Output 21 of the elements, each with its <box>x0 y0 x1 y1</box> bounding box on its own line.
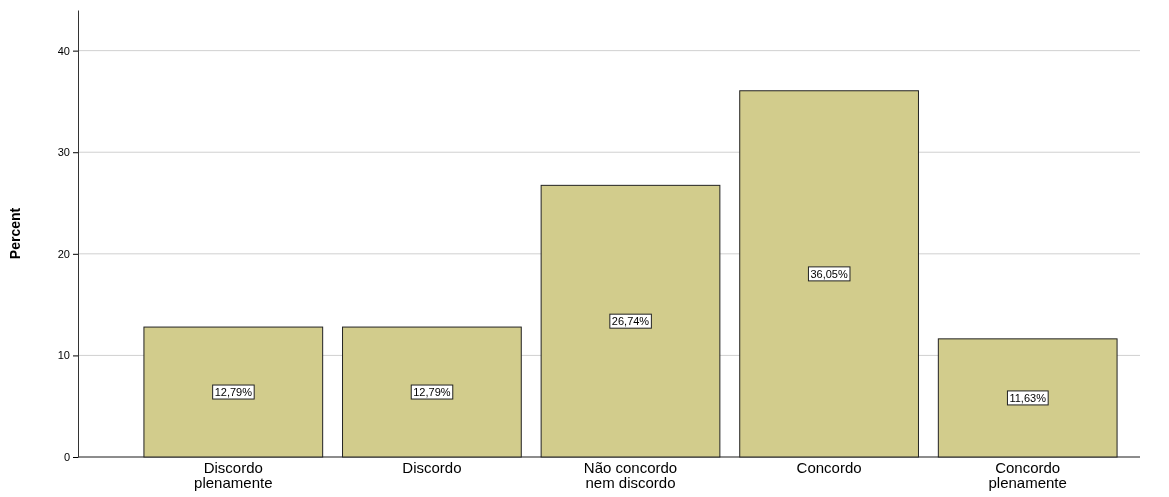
y-axis-title: Percent <box>7 207 23 260</box>
x-tick-label: Discordo <box>402 459 462 476</box>
bar <box>342 326 522 458</box>
y-tick-label: 20 <box>57 247 70 260</box>
y-tick-label: 40 <box>57 44 70 57</box>
data-label: 36,05% <box>810 267 848 280</box>
x-tick-label: Não concordo nem discordo <box>583 459 678 491</box>
data-label: 12,79% <box>413 386 451 399</box>
x-tick-label: Concordo <box>796 459 862 476</box>
x-tick-label: Concordo plenamente <box>988 459 1067 491</box>
data-label: 12,79% <box>214 386 253 399</box>
data-label: 11,63% <box>1009 391 1047 404</box>
data-label: 26,74% <box>611 315 650 328</box>
bar <box>937 338 1118 458</box>
x-tick-label: Discordo plenamente <box>194 459 273 491</box>
bar <box>540 184 721 458</box>
y-tick-label: 30 <box>57 146 70 159</box>
bar <box>739 90 919 458</box>
bar <box>143 326 324 458</box>
y-tick-label: 10 <box>57 349 70 362</box>
y-tick-label: 0 <box>63 451 70 464</box>
